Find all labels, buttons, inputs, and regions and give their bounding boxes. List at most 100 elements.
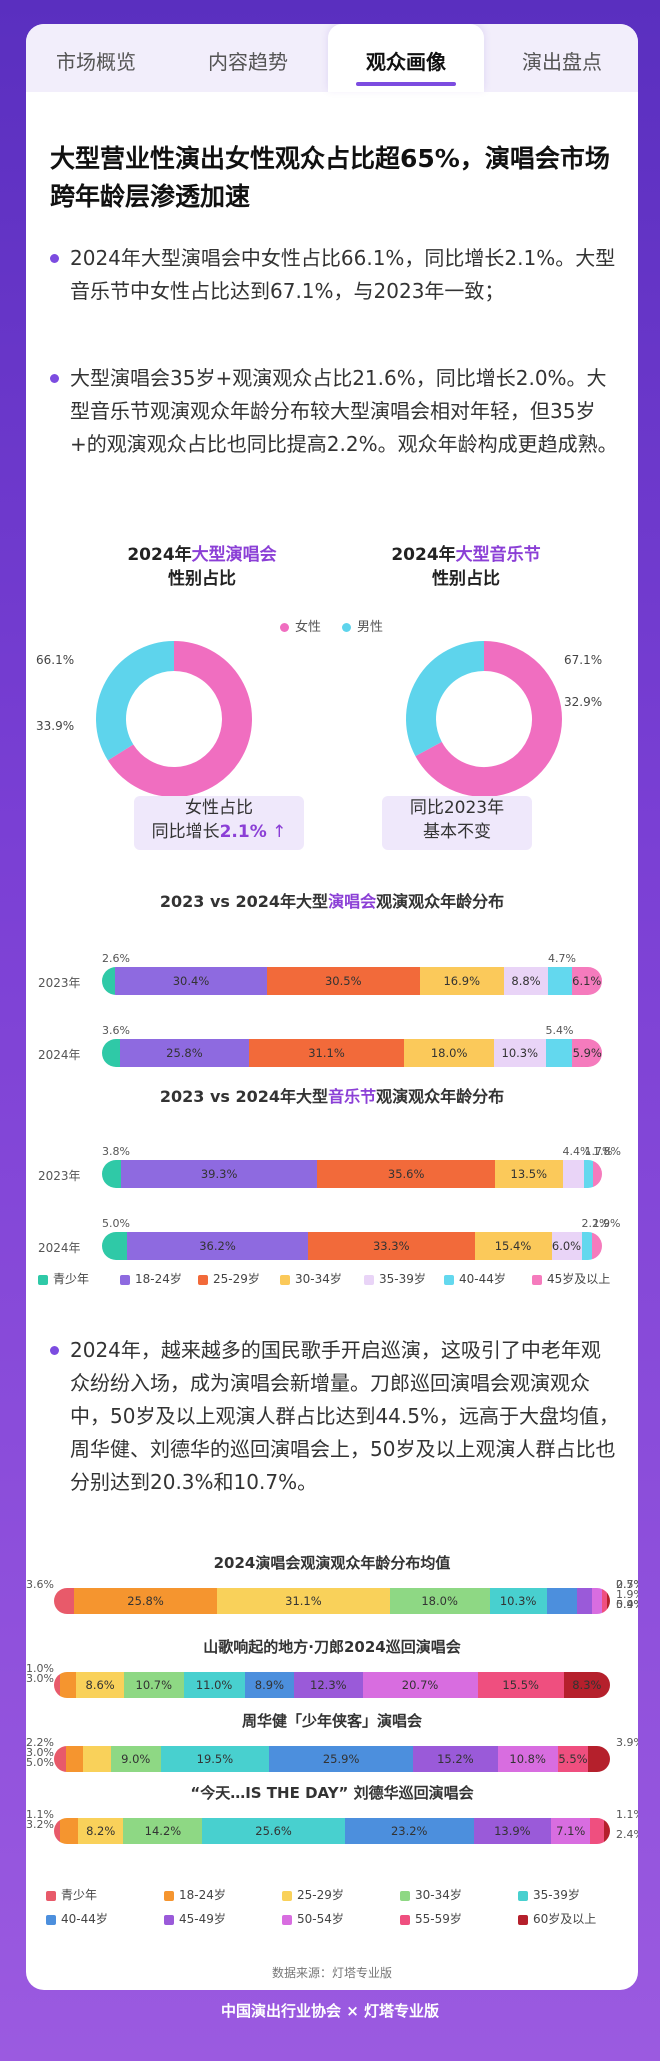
outside-label: 3.6% (26, 1578, 54, 1591)
bullet-1: 2024年大型演唱会中女性占比66.1%，同比增长2.1%。大型音乐节中女性占比… (50, 242, 620, 308)
bullet-2-text: 大型演唱会35岁+观演观众占比21.6%，同比增长2.0%。大型音乐节观演观众年… (70, 366, 618, 456)
stacked-bar: 36.2% 33.3% 15.4% 6.0% (102, 1232, 602, 1260)
bar-segment: 8.9% (244, 1672, 295, 1698)
bar-segment (54, 1818, 61, 1844)
bar-segment: 18.0% (404, 1039, 495, 1067)
bar-segment: 31.1% (217, 1588, 390, 1614)
tab-audience-profile-label: 观众画像 (366, 50, 446, 74)
donut-left-title-pre: 2024年 (127, 545, 192, 565)
donut-left-caption-hl: 2.1% (219, 822, 267, 842)
bar-segment (584, 1160, 593, 1188)
tab-market-overview[interactable]: 市场概览 (56, 50, 136, 74)
chart1-title: 2023 vs 2024年大型演唱会观演观众年龄分布 (26, 888, 638, 912)
donut-left-title: 2024年大型演唱会 性别占比 (72, 543, 332, 591)
bar-segment: 5.9% (572, 1039, 602, 1067)
bar-segment (59, 1672, 77, 1698)
chart2-title-hl: 音乐节 (328, 1087, 377, 1106)
donut-right-slice-male (406, 641, 485, 757)
donut-charts (96, 641, 562, 797)
legend-label: 35-39岁 (533, 1888, 580, 1902)
legend-male: 男性 (342, 616, 383, 635)
outside-label: 4.4% (562, 1145, 591, 1158)
legend-item: 40-44岁 (46, 1910, 108, 1927)
bullet-2: 大型演唱会35岁+观演观众占比21.6%，同比增长2.0%。大型音乐节观演观众年… (50, 362, 620, 461)
tab-audience-profile[interactable]: 观众画像 (328, 24, 484, 92)
bar-segment: 10.3% (494, 1039, 546, 1067)
footer-text: 中国演出行业协会 × 灯塔专业版 (220, 2002, 439, 2020)
data-source: 数据来源：灯塔专业版 (271, 1966, 392, 1980)
donut-left-caption-2: 同比增长 (151, 822, 220, 842)
legend-swatch (282, 1890, 292, 1901)
outside-label: 1.1% (26, 1808, 54, 1821)
stacked-bar: 25.8% 31.1% 18.0% 10.3% (54, 1588, 610, 1614)
bar-segment (562, 1160, 585, 1188)
donut-left-slice-female (107, 641, 252, 797)
donut-right-title-hl: 大型音乐节 (455, 545, 541, 565)
row-label: 2023年 (38, 976, 81, 990)
stacked-bar: 9.0% 19.5% 25.9% 15.2% 10.8% 5.5% (54, 1746, 610, 1772)
legend-swatch (364, 1274, 374, 1285)
bar-segment (602, 1588, 608, 1614)
donut-right-title-pre: 2024年 (391, 545, 456, 565)
legend-item: 青少年 (38, 1270, 89, 1287)
row-label: 2023年 (38, 1169, 81, 1183)
row-label: 2024年 (38, 1241, 81, 1255)
bar-segment: 36.2% (127, 1232, 308, 1260)
bar-segment: 12.3% (294, 1672, 363, 1698)
outside-label: 1.7% (584, 1145, 613, 1158)
stacked-bar: 8.6% 10.7% 11.0% 8.9% 12.3% 20.7% 15.5% 8.3% (54, 1672, 610, 1698)
legend-item: 18-24岁 (120, 1270, 182, 1287)
donut-left-title-post: 性别占比 (168, 569, 236, 589)
tab-content-trend[interactable]: 内容趋势 (208, 50, 288, 74)
donut-left-caption: 女性占比 同比增长2.1% ↑ (134, 796, 304, 850)
donut-left-male-pct: 33.9% (36, 719, 75, 733)
chart2-title-pre: 2023 vs 2024年大型 (159, 1087, 329, 1106)
bar-segment (54, 1588, 74, 1614)
bar-segment (102, 1232, 127, 1260)
row-label: 2024年 (38, 1048, 81, 1062)
legend-label: 40-44岁 (61, 1912, 108, 1926)
legend-label: 45岁及以上 (547, 1272, 611, 1286)
bar-segment (54, 1746, 67, 1772)
bar-segment: 6.0% (551, 1232, 582, 1260)
outside-label: 5.0% (102, 1217, 130, 1230)
legend-item: 45-49岁 (164, 1910, 226, 1927)
bar-segment (102, 1039, 120, 1067)
bar-segment: 33.3% (308, 1232, 475, 1260)
outside-label: 5.4% (545, 1024, 574, 1037)
legend-label: 45-49岁 (179, 1912, 226, 1926)
outside-label: 0.9% (616, 1598, 638, 1611)
legend-female-swatch (280, 623, 289, 632)
tab-show-review[interactable]: 演出盘点 (522, 50, 602, 74)
bar-segment (588, 1746, 610, 1772)
donut-right-title: 2024年大型音乐节 性别占比 (336, 543, 596, 591)
outside-label: 2.7% (616, 1578, 638, 1591)
outside-label: 3.2% (26, 1818, 54, 1831)
stacked-bar: 39.3% 35.6% 13.5% (102, 1160, 602, 1188)
legend-label: 青少年 (61, 1888, 98, 1902)
legend-swatch (38, 1274, 48, 1285)
chart3-row-title: 2024演唱会观演观众年龄分布均值 (213, 1554, 451, 1572)
bar-segment: 8.6% (76, 1672, 125, 1698)
legend-label: 50-54岁 (297, 1912, 344, 1926)
bar-segment: 18.0% (389, 1588, 490, 1614)
outside-label: 3.6% (102, 1024, 130, 1037)
bar-segment: 11.0% (183, 1672, 245, 1698)
active-tab-underline (356, 82, 456, 86)
legend-swatch (280, 1274, 290, 1285)
chart3-row-title: 山歌响起的地方·刀郎2024巡回演唱会 (203, 1638, 461, 1656)
outside-label: 1.9% (592, 1217, 621, 1230)
donut-left-female-pct: 66.1% (36, 653, 75, 667)
legend-swatch (518, 1890, 528, 1901)
legend-item: 50-54岁 (282, 1910, 344, 1927)
bar-segment (592, 1232, 602, 1260)
bar-segment (60, 1818, 78, 1844)
legend-label: 60岁及以上 (533, 1912, 597, 1926)
legend-swatch (532, 1274, 542, 1285)
donut-left-slice-male (96, 641, 175, 761)
legend-label: 40-44岁 (459, 1272, 506, 1286)
bar-segment (576, 1588, 592, 1614)
outside-label: 5.4% (616, 1598, 638, 1611)
bar-segment: 25.6% (202, 1818, 345, 1844)
chart2-title: 2023 vs 2024年大型音乐节观演观众年龄分布 (26, 1083, 638, 1107)
